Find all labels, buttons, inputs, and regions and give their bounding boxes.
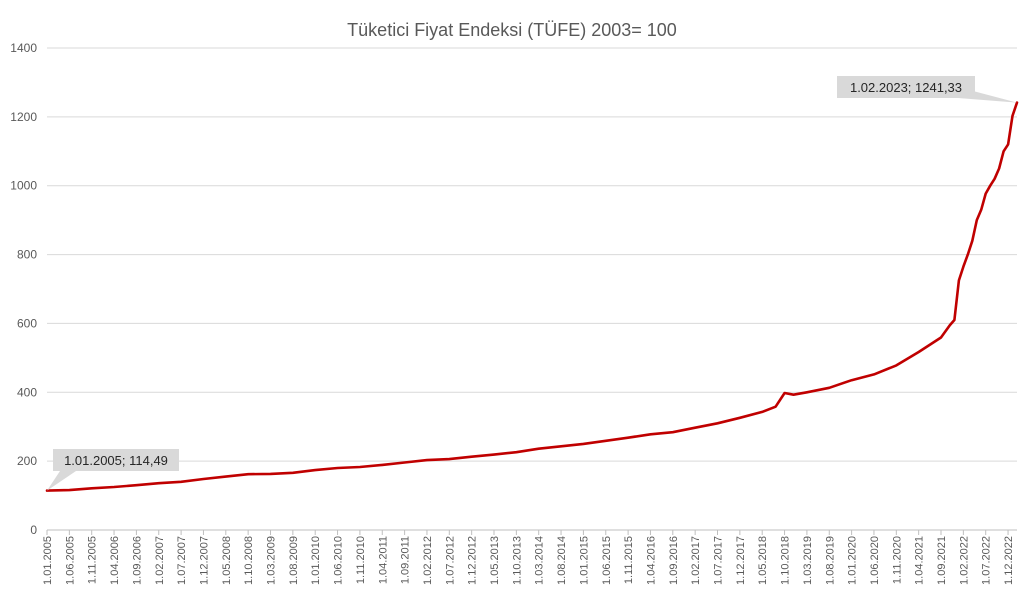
x-tick-label: 1.09.2016 [668, 536, 680, 585]
x-tick-label: 1.11.2020 [891, 536, 903, 584]
y-tick-label: 200 [17, 454, 37, 468]
x-tick-label: 1.07.2012 [444, 536, 456, 585]
gridlines [47, 47, 1017, 531]
x-tick-label: 1.12.2007 [198, 536, 210, 585]
y-tick-label: 800 [17, 248, 37, 262]
x-tick-label: 1.06.2020 [869, 536, 881, 585]
x-tick-label: 1.07.2022 [981, 536, 993, 585]
x-axis: 1.01.2005 1.06.2005 1.11.2005 1.04.2006 1.09… [42, 530, 1015, 585]
x-tick-label: 1.07.2007 [176, 536, 188, 585]
x-tick-label: 1.11.2010 [355, 536, 367, 584]
y-axis: 0 200 400 600 800 1000 1200 1400 [10, 41, 37, 537]
x-tick-label: 1.04.2011 [377, 536, 389, 584]
annotations: 1.01.2005; 114,49 1.02.2023; 1241,33 [47, 76, 1017, 491]
callout-label: 1.02.2023; 1241,33 [850, 80, 962, 95]
y-tick-label: 1000 [10, 179, 37, 193]
x-tick-label: 1.04.2021 [914, 536, 926, 585]
x-tick-label: 1.09.2011 [400, 536, 412, 584]
x-tick-label: 1.10.2013 [511, 536, 523, 585]
x-tick-label: 1.05.2018 [757, 536, 769, 585]
x-tick-label: 1.09.2021 [936, 536, 948, 585]
x-tick-label: 1.03.2014 [534, 536, 546, 585]
x-tick-label: 1.02.2012 [422, 536, 434, 585]
x-tick-label: 1.10.2018 [780, 536, 792, 585]
x-tick-label: 1.06.2010 [333, 536, 345, 585]
x-tick-label: 1.06.2015 [601, 536, 613, 585]
callout-box [53, 449, 179, 471]
chart-title: Tüketici Fiyat Endeksi (TÜFE) 2003= 100 [347, 20, 677, 40]
x-tick-label: 1.03.2009 [266, 536, 278, 585]
x-tick-label: 1.02.2022 [958, 536, 970, 585]
x-tick-label: 1.01.2020 [847, 536, 859, 585]
x-tick-label: 1.04.2016 [645, 536, 657, 585]
x-tick-label: 1.08.2019 [824, 536, 836, 585]
x-tick-label: 1.12.2017 [735, 536, 747, 585]
y-tick-label: 400 [17, 385, 37, 399]
x-tick-label: 1.01.2010 [310, 536, 322, 585]
x-tick-label: 1.01.2015 [578, 536, 590, 585]
x-tick-label: 1.09.2006 [131, 536, 143, 585]
y-tick-label: 0 [30, 523, 37, 537]
callout-label: 1.01.2005; 114,49 [64, 453, 168, 468]
x-tick-label: 1.07.2017 [713, 536, 725, 585]
x-tick-label: 1.05.2008 [221, 536, 233, 585]
x-tick-label: 1.02.2017 [690, 536, 702, 585]
x-tick-label: 1.08.2014 [556, 536, 568, 585]
x-tick-label: 1.08.2009 [288, 536, 300, 585]
x-tick-label: 1.04.2006 [109, 536, 121, 585]
x-tick-label: 1.11.2015 [623, 536, 635, 584]
x-tick-label: 1.02.2007 [154, 536, 166, 585]
y-tick-label: 1200 [10, 110, 37, 124]
x-tick-label: 1.01.2005 [42, 536, 54, 585]
y-tick-label: 1400 [10, 41, 37, 55]
x-tick-label: 1.05.2013 [489, 536, 501, 585]
series-line [45, 101, 1019, 492]
callout-pointer [47, 471, 76, 491]
callout-pointer [958, 87, 1017, 103]
y-tick-label: 600 [17, 316, 37, 330]
x-tick-label: 1.10.2008 [243, 536, 255, 585]
series-group [45, 101, 1019, 492]
x-tick-label: 1.12.2012 [467, 536, 479, 585]
x-tick-label: 1.11.2005 [87, 536, 99, 584]
x-tick-label: 1.03.2019 [802, 536, 814, 585]
callout-box [837, 76, 975, 98]
x-tick-label: 1.12.2022 [1003, 536, 1015, 585]
x-tick-label: 1.06.2005 [64, 536, 76, 585]
